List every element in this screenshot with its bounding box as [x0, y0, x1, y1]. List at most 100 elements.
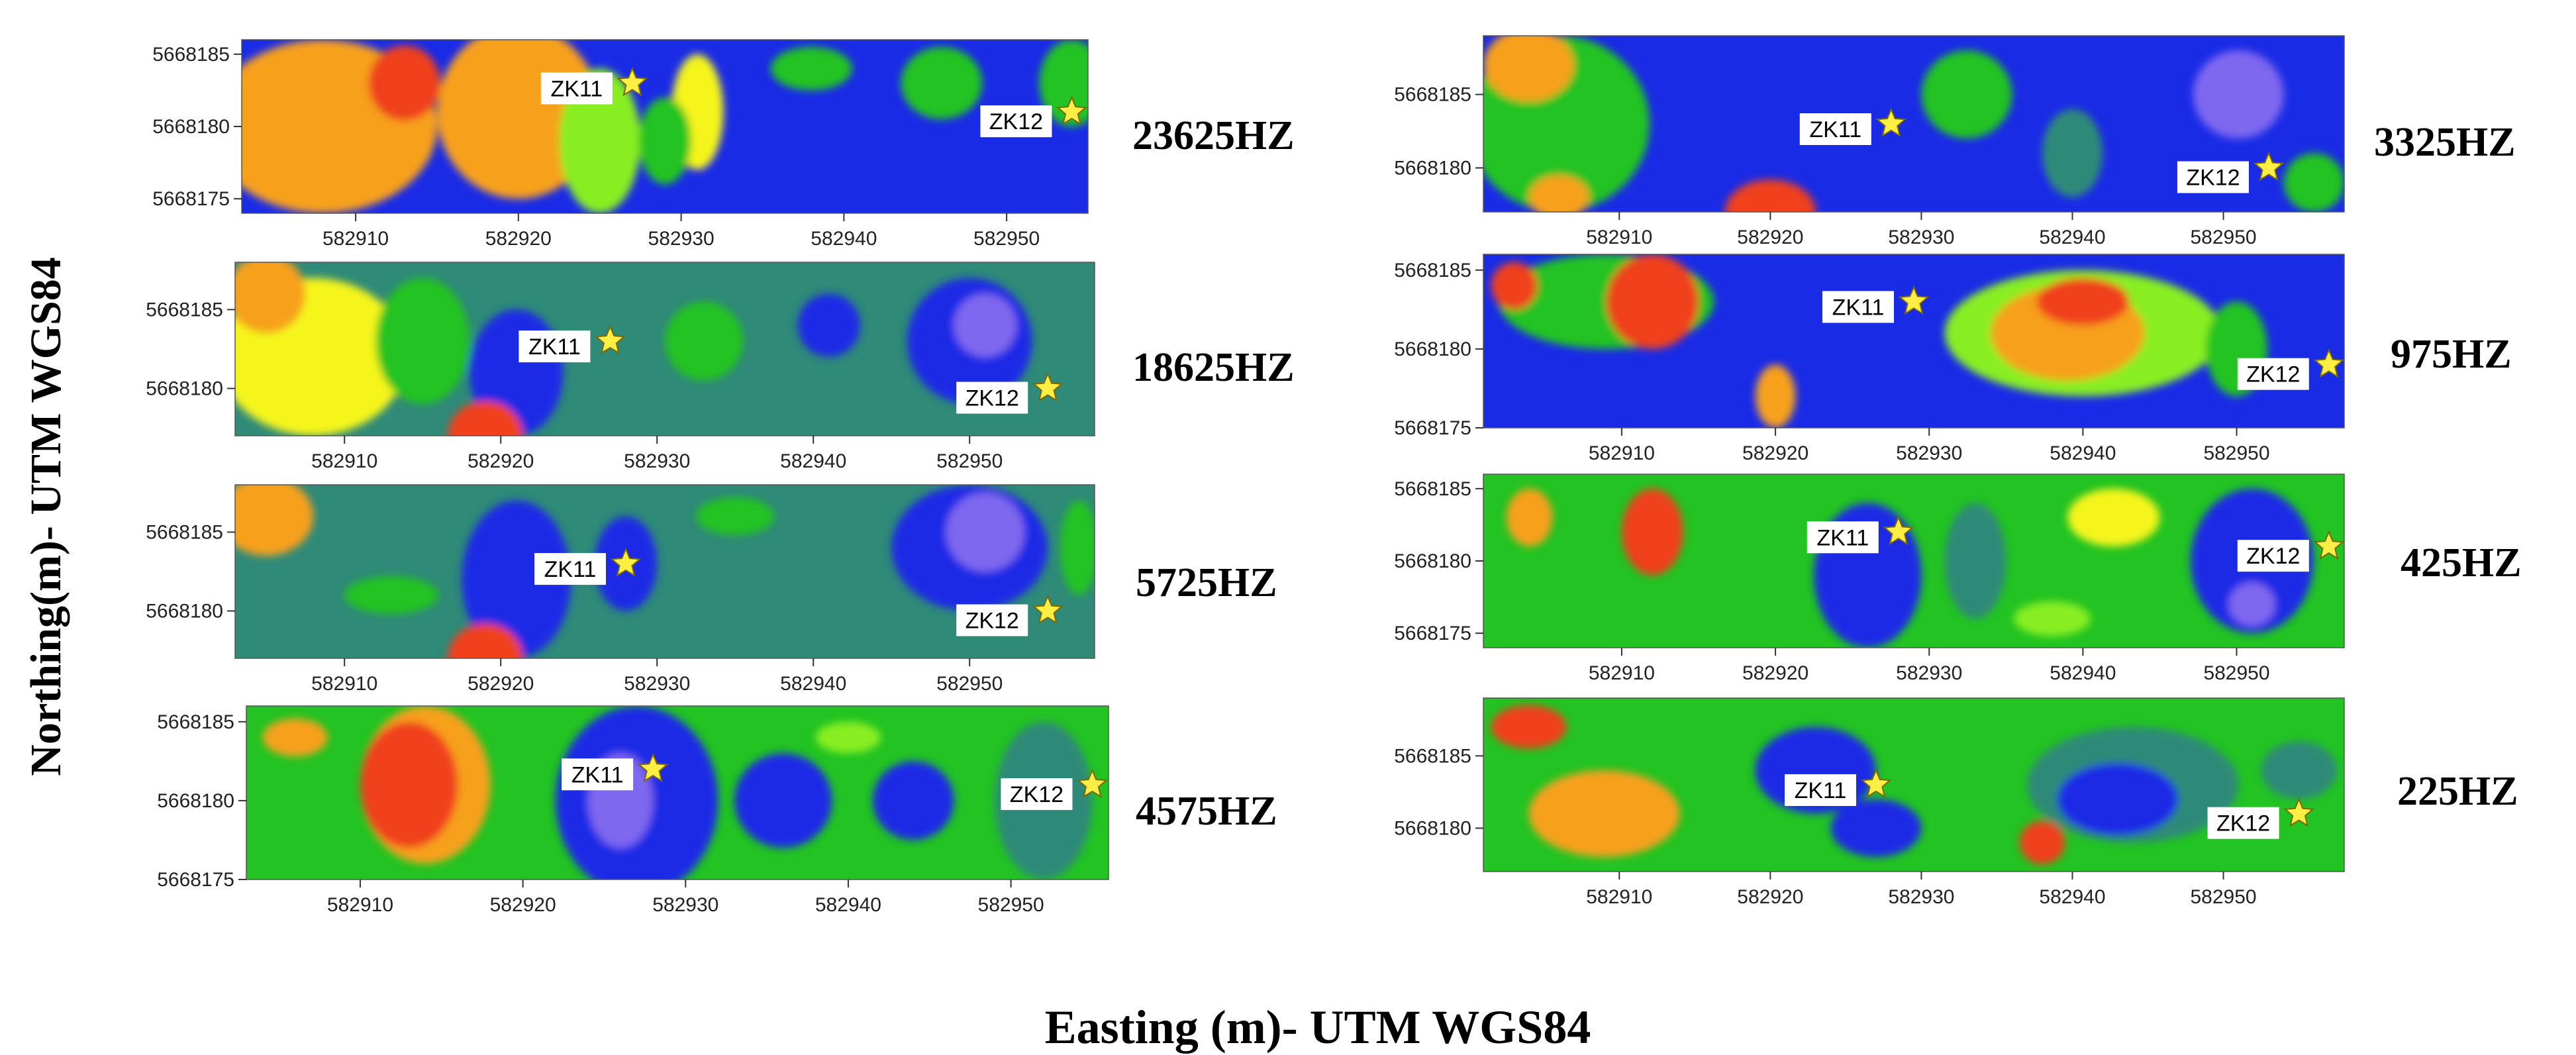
- x-tick-label: 582950: [2190, 226, 2256, 248]
- x-tick-label: 582930: [1888, 886, 1954, 908]
- contour-zone: [1528, 175, 1589, 212]
- contour-zone: [447, 623, 523, 658]
- borehole-label-box: [2237, 540, 2309, 572]
- y-tick-label: 5668175: [1394, 623, 1471, 644]
- x-tick-label: 582920: [1742, 442, 1808, 464]
- frequency-label: 975HZ: [2391, 332, 2512, 377]
- x-tick-label: 582930: [1896, 442, 1962, 464]
- y-tick-label: 5668175: [1394, 417, 1471, 439]
- map-panel: 582910 582920 582930 582940 582950 5668185 566…: [146, 262, 1295, 472]
- y-tick-label: 5668180: [1394, 338, 1471, 360]
- contour-zone: [2261, 741, 2337, 799]
- y-tick-label: 5668185: [157, 711, 234, 733]
- borehole-label: ZK12: [966, 386, 1019, 411]
- borehole-star-icon: [637, 752, 669, 783]
- plot-frame: [1483, 697, 2345, 872]
- borehole-star-icon: [2253, 151, 2285, 181]
- plot-frame: [234, 262, 1095, 436]
- borehole-star-icon: [610, 547, 642, 578]
- x-tick-label: 582930: [1896, 662, 1962, 684]
- contour-zone: [1528, 770, 1680, 858]
- borehole-label: ZK12: [2246, 362, 2300, 387]
- borehole-label: ZK11: [1795, 778, 1847, 803]
- map-panel: 582910 582920 582930 582940 582950 5668185 566…: [157, 705, 1277, 916]
- contour-zone: [1606, 254, 1699, 349]
- y-tick-label: 5668185: [1394, 478, 1471, 500]
- borehole-star-icon: [2313, 530, 2345, 560]
- contour-zone: [1039, 40, 1088, 126]
- x-tick-label: 582950: [973, 228, 1040, 250]
- contour-zone: [872, 761, 954, 840]
- map-panel: 582910 582920 582930 582940 582950 5668185 566…: [1394, 35, 2516, 248]
- x-tick-label: 582930: [624, 450, 690, 472]
- y-tick-label: 5668180: [157, 790, 234, 812]
- y-tick-label: 5668180: [1394, 550, 1471, 572]
- borehole-star-icon: [1056, 95, 1087, 126]
- borehole-label-box: [1784, 774, 1856, 806]
- borehole-star-icon: [2313, 348, 2345, 378]
- x-tick-label: 582920: [1737, 226, 1803, 248]
- contour-zone: [235, 262, 306, 334]
- plot-frame: [246, 705, 1109, 880]
- contour-zone: [2057, 763, 2179, 836]
- borehole-label: ZK12: [2186, 166, 2240, 191]
- borehole-label-box: [956, 381, 1028, 414]
- x-tick-label: 582910: [1589, 442, 1655, 464]
- contour-zone: [815, 721, 881, 754]
- x-tick-label: 582940: [2039, 886, 2105, 908]
- x-tick-label: 582910: [311, 450, 377, 472]
- frequency-label: 3325HZ: [2374, 120, 2516, 165]
- borehole-label-box: [956, 604, 1028, 636]
- map-panel: 582910 582920 582930 582940 582950 5668185 566…: [152, 39, 1295, 250]
- contour-zone: [696, 497, 775, 536]
- contour-field: [235, 485, 1095, 658]
- y-tick-label: 5668180: [1394, 158, 1471, 179]
- borehole-label-box: [540, 72, 613, 105]
- y-tick-label: 5668185: [1394, 260, 1471, 281]
- plot-frame: [1483, 254, 2345, 428]
- borehole-label: ZK12: [966, 609, 1019, 634]
- contour-zone: [1944, 503, 2006, 619]
- x-tick-label: 582950: [2190, 886, 2256, 908]
- plot-frame: [1483, 35, 2345, 213]
- contour-zone: [734, 753, 832, 848]
- borehole-label: ZK11: [544, 557, 597, 582]
- borehole-star-icon: [1032, 372, 1064, 402]
- borehole-label-box: [1807, 521, 1879, 554]
- borehole-label: ZK11: [1816, 525, 1869, 550]
- y-tick-label: 5668180: [146, 601, 223, 623]
- contour-zone: [2019, 821, 2065, 865]
- contour-zone: [1755, 364, 1796, 428]
- borehole-label-box: [1001, 778, 1073, 811]
- contour-zone: [447, 401, 523, 436]
- contour-zone: [665, 301, 743, 381]
- borehole-label: ZK12: [2246, 544, 2300, 569]
- frequency-label: 425HZ: [2401, 540, 2522, 585]
- x-tick-label: 582920: [468, 450, 534, 472]
- x-tick-label: 582940: [780, 450, 846, 472]
- x-tick-label: 582950: [936, 450, 1003, 472]
- borehole-label: ZK11: [550, 77, 603, 102]
- x-tick-label: 582930: [1888, 226, 1954, 248]
- borehole-label-box: [1799, 113, 1871, 145]
- plot-frame: [234, 484, 1095, 659]
- borehole-label-box: [519, 330, 591, 363]
- x-tick-label: 582910: [1589, 662, 1655, 684]
- contour-zone: [559, 68, 641, 213]
- borehole-label-box: [562, 758, 634, 791]
- y-tick-label: 5668175: [152, 188, 230, 210]
- frequency-label: 4575HZ: [1136, 789, 1277, 834]
- contour-zone: [360, 721, 458, 848]
- x-tick-label: 582940: [2039, 226, 2105, 248]
- borehole-star-icon: [617, 66, 648, 97]
- contour-zone: [954, 293, 1017, 357]
- borehole-star-icon: [1077, 768, 1108, 799]
- frequency-label: 23625HZ: [1132, 113, 1295, 158]
- contour-zone: [638, 97, 691, 185]
- contour-zone: [235, 485, 313, 556]
- y-tick-label: 5668185: [146, 299, 223, 321]
- x-tick-label: 582940: [2050, 662, 2116, 684]
- x-tick-label: 582920: [1742, 662, 1808, 684]
- x-tick-label: 582950: [936, 673, 1003, 695]
